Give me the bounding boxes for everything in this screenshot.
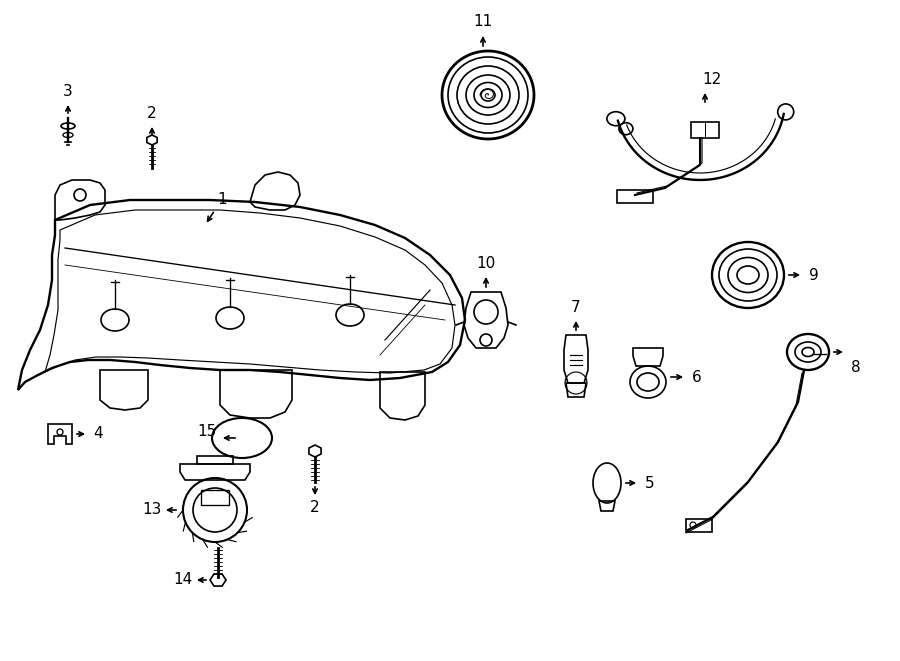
Text: 4: 4 (94, 426, 103, 442)
Text: 8: 8 (851, 360, 860, 375)
Text: 1: 1 (217, 192, 227, 208)
Text: 7: 7 (572, 299, 580, 315)
Text: 14: 14 (174, 572, 193, 588)
Text: 2: 2 (148, 106, 157, 122)
Text: 9: 9 (809, 268, 819, 282)
Text: 11: 11 (473, 15, 492, 30)
Text: 10: 10 (476, 256, 496, 270)
Text: 3: 3 (63, 85, 73, 100)
Text: 13: 13 (142, 502, 162, 518)
Text: 6: 6 (692, 369, 702, 385)
Text: 2: 2 (310, 500, 320, 516)
Text: 12: 12 (702, 73, 722, 87)
Text: 15: 15 (197, 424, 217, 440)
Text: 5: 5 (645, 475, 655, 490)
